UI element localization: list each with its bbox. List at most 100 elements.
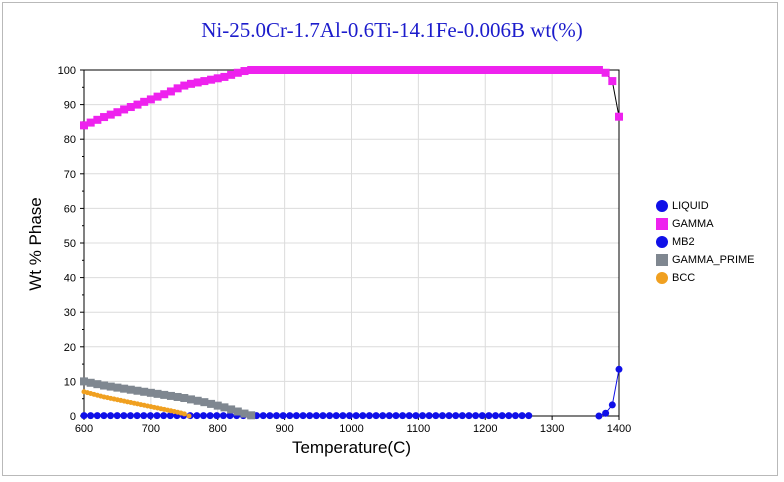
data-point bbox=[287, 66, 296, 74]
y-tick-label: 80 bbox=[64, 134, 76, 146]
data-point bbox=[120, 384, 129, 393]
data-point bbox=[608, 401, 616, 409]
legend-label: BCC bbox=[672, 272, 696, 284]
data-point bbox=[320, 66, 329, 74]
data-point bbox=[521, 66, 530, 74]
data-point bbox=[454, 66, 463, 74]
data-point bbox=[292, 412, 300, 420]
data-point bbox=[166, 412, 174, 420]
data-point bbox=[100, 113, 109, 122]
data-point bbox=[113, 383, 122, 392]
data-point bbox=[160, 390, 169, 399]
data-point bbox=[494, 66, 503, 74]
data-point bbox=[615, 112, 623, 121]
data-point bbox=[140, 97, 149, 106]
data-point bbox=[419, 412, 427, 420]
data-point bbox=[253, 66, 262, 74]
x-tick-label: 1200 bbox=[473, 423, 497, 435]
data-point bbox=[193, 396, 202, 405]
data-point bbox=[180, 81, 189, 90]
data-point bbox=[414, 66, 423, 74]
data-point bbox=[206, 412, 214, 420]
data-point bbox=[220, 72, 229, 81]
legend-label: GAMMA bbox=[672, 218, 714, 230]
data-point bbox=[447, 66, 456, 74]
x-tick-label: 800 bbox=[209, 423, 227, 435]
data-point bbox=[594, 66, 603, 74]
data-point bbox=[511, 412, 519, 420]
data-point bbox=[267, 66, 276, 74]
data-point bbox=[240, 409, 249, 418]
data-point bbox=[207, 399, 216, 408]
data-point bbox=[113, 108, 122, 117]
data-point bbox=[346, 412, 354, 420]
data-point bbox=[153, 389, 162, 398]
data-point bbox=[326, 412, 334, 420]
data-point bbox=[153, 92, 162, 101]
data-point bbox=[339, 412, 347, 420]
data-point bbox=[187, 79, 195, 88]
data-point bbox=[312, 412, 320, 420]
data-point bbox=[259, 412, 267, 420]
data-point bbox=[146, 95, 155, 104]
data-point bbox=[187, 395, 195, 404]
data-point bbox=[602, 409, 610, 417]
legend-label: MB2 bbox=[672, 236, 695, 248]
data-point bbox=[126, 412, 134, 420]
data-point bbox=[186, 413, 192, 419]
data-point bbox=[80, 377, 88, 386]
data-point bbox=[306, 412, 314, 420]
data-point bbox=[434, 66, 443, 74]
data-point bbox=[608, 77, 617, 86]
data-point bbox=[501, 66, 510, 74]
y-tick-label: 70 bbox=[64, 169, 76, 181]
data-point bbox=[133, 386, 142, 395]
data-point bbox=[266, 412, 274, 420]
data-point bbox=[359, 412, 367, 420]
data-point bbox=[438, 412, 446, 420]
data-point bbox=[240, 67, 249, 76]
data-point bbox=[106, 110, 115, 119]
data-point bbox=[193, 412, 201, 420]
data-point bbox=[140, 387, 149, 396]
data-point bbox=[365, 412, 373, 420]
data-point bbox=[166, 391, 175, 400]
data-point bbox=[354, 66, 363, 74]
data-point bbox=[332, 412, 340, 420]
data-point bbox=[86, 378, 95, 387]
data-point bbox=[505, 412, 513, 420]
data-point bbox=[485, 412, 493, 420]
data-point bbox=[120, 105, 129, 114]
data-point bbox=[93, 412, 101, 420]
data-point bbox=[193, 78, 202, 87]
data-point bbox=[380, 66, 389, 74]
legend-marker bbox=[656, 272, 668, 284]
data-point bbox=[200, 77, 209, 86]
data-point bbox=[227, 405, 236, 414]
y-tick-label: 90 bbox=[64, 100, 76, 112]
series-liquid bbox=[595, 365, 623, 420]
data-point bbox=[394, 66, 403, 74]
data-point bbox=[247, 411, 256, 420]
data-point bbox=[588, 66, 597, 74]
x-tick-label: 1000 bbox=[339, 423, 363, 435]
x-tick-label: 600 bbox=[75, 423, 93, 435]
data-point bbox=[200, 398, 209, 407]
data-point bbox=[93, 380, 102, 389]
data-point bbox=[601, 68, 610, 77]
legend-marker bbox=[656, 254, 668, 266]
legend-marker bbox=[656, 200, 668, 212]
series-mb2 bbox=[80, 412, 533, 420]
data-point bbox=[372, 412, 380, 420]
legend-label: LIQUID bbox=[672, 200, 709, 212]
data-point bbox=[374, 66, 383, 74]
data-point bbox=[166, 87, 175, 96]
data-point bbox=[568, 66, 577, 74]
y-tick-label: 60 bbox=[64, 203, 76, 215]
x-tick-label: 1300 bbox=[540, 423, 564, 435]
data-point bbox=[461, 66, 470, 74]
series-gamma-prime bbox=[80, 377, 256, 420]
data-point bbox=[401, 66, 409, 74]
data-point bbox=[481, 66, 490, 74]
data-point bbox=[319, 412, 327, 420]
